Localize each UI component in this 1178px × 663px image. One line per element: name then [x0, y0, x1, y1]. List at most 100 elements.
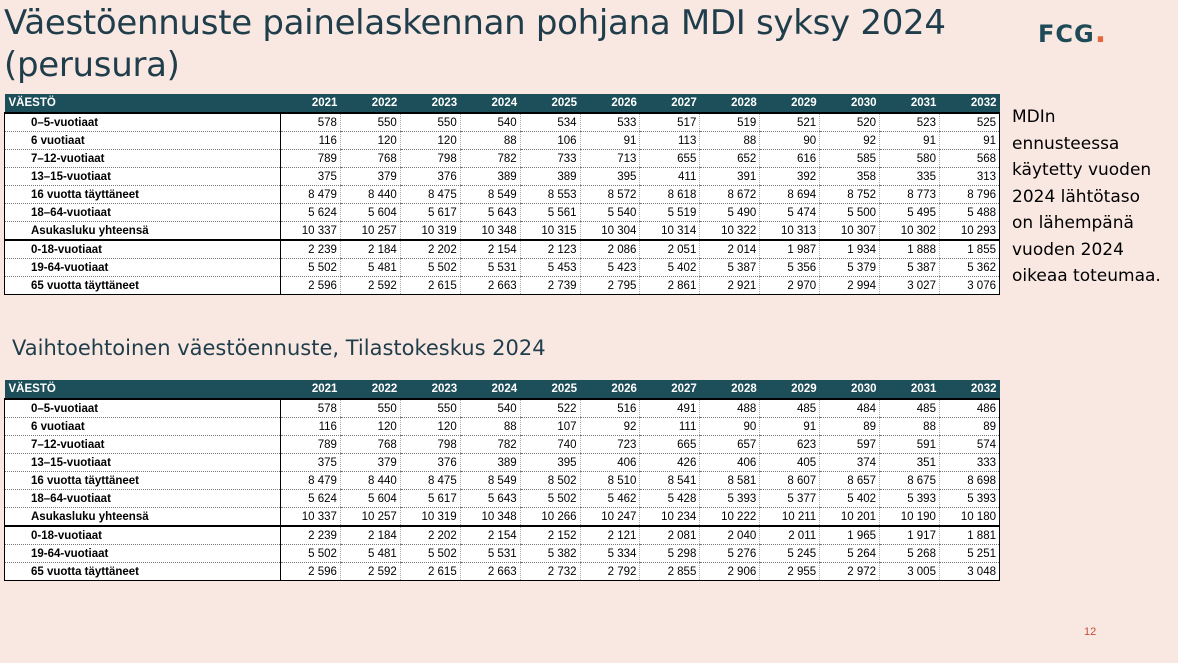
- row-label: 13–15-vuotiaat: [4, 453, 281, 472]
- row-label: Asukasluku yhteensä: [4, 221, 281, 241]
- table-cell: 574: [938, 435, 1001, 454]
- alternative-forecast-title: Vaihtoehtoinen väestöennuste, Tilastokes…: [12, 336, 546, 360]
- table-cell: 91: [938, 131, 1001, 150]
- year-header: 2022: [340, 94, 401, 114]
- table-cell: 1 881: [938, 526, 1001, 545]
- table-cell: 5 387: [699, 258, 760, 277]
- table-cell: 519: [699, 113, 760, 132]
- row-label: 0-18-vuotiaat: [4, 240, 281, 259]
- year-header: 2028: [699, 94, 760, 114]
- table-cell: 88: [459, 131, 521, 150]
- row-label: 13–15-vuotiaat: [4, 167, 281, 186]
- table-cell: 533: [579, 113, 640, 132]
- year-header: 2027: [639, 380, 700, 400]
- table-cell: 733: [519, 149, 581, 168]
- table-row: 19-64-vuotiaat 5 502 5 481 5 502 5 531 5 453 5…: [4, 258, 1001, 277]
- table-cell: 5 251: [938, 544, 1001, 563]
- table-cell: 10 266: [519, 507, 581, 527]
- table-cell: 5 604: [339, 489, 401, 508]
- table-cell: 2 011: [759, 526, 820, 545]
- page-number: 12: [1084, 626, 1097, 638]
- table-cell: 1 888: [879, 240, 940, 259]
- table-cell: 5 561: [519, 203, 581, 222]
- year-header: 2029: [759, 94, 820, 114]
- table-cell: 1 855: [938, 240, 1001, 259]
- table-row: 18–64-vuotiaat 5 624 5 604 5 617 5 643 5 561 5…: [4, 203, 1001, 222]
- table-cell: 5 502: [280, 544, 341, 563]
- table-cell: 5 624: [280, 489, 341, 508]
- table-cell: 768: [339, 435, 401, 454]
- table-cell: 392: [759, 167, 820, 186]
- table-cell: 616: [759, 149, 820, 168]
- table-cell: 2 994: [819, 276, 880, 295]
- table-cell: 568: [938, 149, 1001, 168]
- table-cell: 789: [280, 149, 341, 168]
- table-cell: 2 154: [459, 240, 521, 259]
- table-cell: 113: [639, 131, 700, 150]
- table-row: Asukasluku yhteensä 10 337 10 257 10 319 10 …: [4, 507, 1001, 527]
- logo-text: FCG: [1038, 20, 1095, 48]
- table-cell: 406: [699, 453, 760, 472]
- table-row: Asukasluku yhteensä 10 337 10 257 10 319 10 …: [4, 221, 1001, 241]
- row-label: 0–5-vuotiaat: [4, 113, 281, 132]
- table-cell: 8 502: [519, 471, 581, 490]
- header-label: VÄESTÖ: [4, 380, 281, 400]
- table-cell: 665: [639, 435, 700, 454]
- table-row: 13–15-vuotiaat 375 379 376 389 395 406 426 406 40…: [4, 453, 1001, 472]
- table-cell: 88: [699, 131, 760, 150]
- logo-dot: .: [1094, 15, 1108, 50]
- table-cell: 395: [519, 453, 581, 472]
- table-cell: 335: [879, 167, 940, 186]
- table-cell: 376: [399, 167, 461, 186]
- table-cell: 2 239: [280, 240, 341, 259]
- table-cell: 657: [699, 435, 760, 454]
- table-cell: 8 675: [879, 471, 940, 490]
- table-cell: 2 239: [280, 526, 341, 545]
- table-cell: 10 304: [579, 221, 640, 241]
- year-header: 2022: [340, 380, 401, 400]
- table-cell: 5 624: [280, 203, 341, 222]
- row-label: 16 vuotta täyttäneet: [4, 185, 281, 204]
- table-cell: 391: [699, 167, 760, 186]
- table-cell: 5 495: [879, 203, 940, 222]
- table-cell: 91: [759, 417, 820, 436]
- table-cell: 723: [579, 435, 640, 454]
- table-row: 19-64-vuotiaat 5 502 5 481 5 502 5 531 5 382 5…: [4, 544, 1001, 563]
- table-row: 65 vuotta täyttäneet 2 596 2 592 2 615 2 663…: [4, 276, 1001, 295]
- table-cell: 106: [519, 131, 581, 150]
- table-cell: 8 479: [280, 471, 341, 490]
- table-cell: 5 617: [399, 203, 461, 222]
- table-cell: 8 479: [280, 185, 341, 204]
- table-cell: 5 298: [639, 544, 700, 563]
- table-cell: 516: [579, 399, 640, 418]
- table-cell: 488: [699, 399, 760, 418]
- table-cell: 5 393: [699, 489, 760, 508]
- table-cell: 10 348: [459, 507, 521, 527]
- table-cell: 89: [938, 417, 1001, 436]
- table-cell: 2 792: [579, 562, 640, 581]
- table-cell: 3 027: [879, 276, 940, 295]
- year-header: 2032: [939, 94, 1000, 114]
- table-cell: 10 319: [399, 221, 461, 241]
- table-cell: 550: [399, 399, 461, 418]
- table-cell: 485: [759, 399, 820, 418]
- table-cell: 768: [339, 149, 401, 168]
- table-cell: 8 698: [938, 471, 1001, 490]
- table-cell: 578: [280, 399, 341, 418]
- table-row: 16 vuotta täyttäneet 8 479 8 440 8 475 8 549…: [4, 471, 1001, 490]
- year-header: 2026: [580, 94, 640, 114]
- table-cell: 5 462: [579, 489, 640, 508]
- table-row: 0–5-vuotiaat 578 550 550 540 522 516 491 488 485 4…: [4, 399, 1001, 418]
- table-cell: 1 917: [879, 526, 940, 545]
- table-cell: 2 855: [639, 562, 700, 581]
- table-cell: 8 796: [938, 185, 1001, 204]
- year-header: 2024: [460, 94, 521, 114]
- table-cell: 8 694: [759, 185, 820, 204]
- table-cell: 8 440: [339, 471, 401, 490]
- table-cell: 652: [699, 149, 760, 168]
- table-cell: 5 488: [938, 203, 1001, 222]
- table-cell: 5 268: [879, 544, 940, 563]
- table-cell: 3 005: [879, 562, 940, 581]
- table-row: 0-18-vuotiaat 2 239 2 184 2 202 2 154 2 152 2 …: [4, 526, 1001, 545]
- table-cell: 111: [639, 417, 700, 436]
